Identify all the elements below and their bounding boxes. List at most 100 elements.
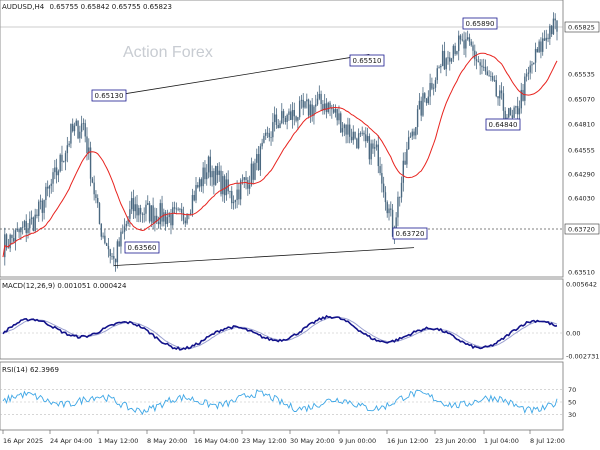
trendline [113,247,415,267]
candle-body [336,108,338,121]
candle-body [222,176,224,195]
trendlines-group [92,54,415,267]
candle-body [529,65,531,73]
candle-body [218,170,220,175]
candle-body [98,203,101,224]
candle-body [554,18,556,21]
candle-body [197,185,199,188]
candle-body [306,99,308,102]
price-point-label: 0.65510 [353,57,382,65]
candle-body [365,134,367,142]
price-tick-label: 0.64030 [568,195,595,203]
candle-body [513,107,515,118]
candle-body [270,137,272,139]
price-tick-label: 0.65825 [568,24,595,32]
candle-body [141,213,144,215]
candle-body [263,135,265,143]
candle-body [204,167,206,180]
candle-body [279,123,281,128]
moving-average-line [2,52,558,258]
candle-body [375,144,378,148]
candle-body [334,108,337,113]
candle-body [257,154,260,171]
candle-body [366,136,369,142]
candle-body [239,180,242,200]
candle-body [434,80,437,88]
candle-body [64,153,67,162]
rsi-group [0,389,563,416]
price-point-label: 0.64840 [489,121,518,129]
candle-body [173,207,176,209]
time-tick-label: 9 Jun 00:00 [339,437,376,445]
price-panel [0,0,564,278]
candle-body [386,202,388,214]
candle-body [86,136,88,154]
candle-body [89,147,92,179]
candle-body [259,146,262,171]
candle-body [424,93,426,99]
candle-body [247,180,249,189]
candle-body [527,72,530,74]
candle-body [327,102,329,113]
symbol-label: AUDUSD,H4 [2,3,45,11]
candle-body [481,65,483,68]
candle-body [54,167,56,173]
candle-body [207,156,210,173]
candle-body [343,124,346,129]
candle-body [20,227,22,233]
candle-body [350,136,353,141]
candle-body [436,68,438,81]
candle-body [331,108,333,110]
candle-body [516,106,519,115]
price-point-label-box [124,241,160,254]
candle-body [272,122,274,138]
candle-body [409,136,412,138]
candle-body [159,203,161,225]
candle-body [175,208,178,210]
macd-axis: 0.005642 0.00 -0.002731 [566,281,599,361]
candle-body [536,48,539,53]
moving-average-group [2,52,558,258]
candle-body [404,160,406,165]
time-tick-label: 16 May 04:00 [194,437,239,445]
candle-body [477,61,480,63]
candle-body [27,228,29,233]
candle-body [214,166,217,185]
candle-body [177,208,179,210]
candle-body [372,143,374,149]
candle-body [318,93,321,99]
candle-body [466,37,469,40]
candle-body [438,67,440,69]
candle-body [311,104,313,116]
candle-body [243,177,245,180]
candle-body [309,104,312,116]
candle-body [109,249,111,257]
candle-body [402,160,405,183]
candle-body [531,64,533,66]
candle-body [18,228,20,233]
candle-body [102,235,104,237]
candle-body [181,209,183,213]
candle-body [163,212,165,222]
candle-body [118,241,120,247]
time-tick-label: 8 May 20:00 [147,437,187,445]
candle-body [152,205,154,224]
candle-body [486,71,489,76]
candle-body [134,204,136,212]
candle-body [97,198,99,204]
candle-body [488,75,490,77]
candle-body [431,83,433,89]
candle-body [38,201,40,216]
candle-body [298,100,301,118]
price-labels-group: 0.65890 0.65510 0.65130 0.64840 0.63560 0.637… [91,17,521,254]
candle-body [332,109,335,113]
macd-main-line [2,314,558,351]
candle-body [522,89,524,101]
candle-body [250,163,253,185]
candle-body [182,212,185,221]
candle-body [440,65,442,68]
candle-body [347,124,349,135]
candle-body [147,203,149,205]
price-tick-label: 0.65535 [568,71,595,79]
candle-body [420,100,422,116]
